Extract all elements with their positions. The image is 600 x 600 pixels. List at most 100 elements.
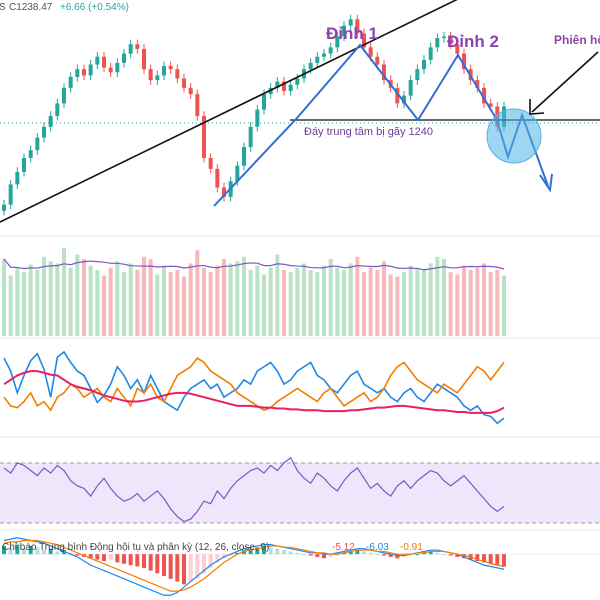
- macd-histogram-bar: [388, 554, 393, 557]
- volume-bar: [102, 275, 106, 336]
- candle-body: [35, 137, 40, 151]
- volume-bar: [82, 259, 86, 336]
- candle-body: [368, 47, 373, 57]
- macd-histogram-bar: [475, 554, 480, 562]
- label-neckline: Đáy trung tâm bị gãy 1240: [304, 126, 433, 138]
- pattern-arrow-head: [539, 173, 553, 193]
- volume-bar: [142, 256, 146, 336]
- candle-body: [315, 56, 320, 63]
- macd-histogram-bar: [142, 554, 146, 568]
- candle-body: [288, 84, 293, 91]
- macd-histogram-bar: [48, 548, 53, 555]
- macd-histogram-bar: [28, 545, 33, 555]
- candle-body: [402, 95, 406, 104]
- macd-histogram-bar: [155, 554, 160, 574]
- candle-body: [195, 94, 200, 116]
- macd-histogram-bar: [495, 554, 500, 566]
- candle-body: [122, 53, 126, 63]
- macd-histogram-bar: [128, 554, 133, 566]
- candle-body: [462, 53, 466, 70]
- macd-histogram-bar: [482, 554, 486, 563]
- candle-body: [68, 76, 73, 88]
- macd-value: -6.03: [366, 542, 389, 553]
- macd-histogram-bar: [148, 554, 153, 571]
- candle-body: [442, 36, 446, 39]
- volume-bar: [168, 272, 173, 336]
- candle-body: [162, 66, 166, 76]
- volume-bar: [282, 270, 286, 336]
- macd-histogram-bar: [68, 552, 73, 555]
- breakdown-highlight: [486, 108, 542, 164]
- candle-body: [375, 56, 380, 65]
- macd-histogram-bar: [62, 550, 66, 555]
- macd-histogram-bar: [182, 554, 186, 585]
- candle-body: [328, 47, 333, 54]
- candle-body: [282, 81, 286, 91]
- volume-bar: [495, 270, 500, 336]
- candle-body: [408, 80, 413, 96]
- candle-body: [75, 69, 80, 77]
- macd-histogram-bar: [255, 547, 260, 555]
- macd-histogram-bar: [95, 554, 100, 560]
- macd-histogram-bar: [342, 552, 346, 555]
- candle-body: [308, 62, 313, 70]
- macd-histogram-bar: [428, 551, 433, 555]
- volume-bar: [255, 265, 260, 336]
- volume-bar: [68, 267, 73, 336]
- macd-line: [3, 537, 505, 596]
- macd-signal-value: -0.91: [400, 542, 423, 553]
- candle-body: [188, 87, 193, 95]
- volume-bar: [162, 265, 166, 336]
- macd-histogram-bar: [75, 554, 80, 556]
- macd-histogram-bar: [415, 554, 420, 556]
- macd-histogram-bar: [22, 548, 26, 555]
- candle-body: [448, 36, 453, 45]
- candle-body: [208, 157, 213, 169]
- macd-histogram-bar: [295, 552, 300, 555]
- candle-body: [202, 115, 206, 158]
- candle-body: [15, 171, 20, 185]
- volume-bar: [315, 272, 320, 336]
- macd-title: Chỉ báo Trung bình Động hội tụ và phân k…: [2, 541, 269, 553]
- volume-bar: [228, 263, 233, 336]
- volume-bar: [462, 265, 466, 336]
- candle-body: [95, 56, 100, 65]
- candles: [2, 14, 506, 216]
- volume-bar: [502, 275, 506, 336]
- candle-body: [128, 44, 133, 54]
- volume-bar: [368, 267, 373, 336]
- macd-histogram-bar: [282, 550, 286, 555]
- macd-histogram-bar: [42, 550, 46, 555]
- macd-histogram-bar: [455, 554, 460, 557]
- volume-bar: [28, 264, 33, 336]
- volume-bar: [402, 272, 406, 336]
- label-session: Phiên hô: [554, 33, 600, 47]
- rsi-line: [3, 456, 505, 523]
- rsi-band: [0, 463, 600, 523]
- candle-body: [115, 62, 120, 73]
- volume-bar: [95, 270, 100, 336]
- candle-body: [322, 53, 326, 57]
- candle-body: [42, 126, 46, 138]
- macd-histogram-bar: [188, 554, 193, 582]
- close-price: C1238.47: [9, 2, 53, 13]
- candle-body: [348, 19, 353, 26]
- macd-histogram-bar: [215, 554, 220, 563]
- volume-bar: [415, 267, 420, 336]
- macd-histogram-bar: [208, 554, 213, 568]
- candle-body: [108, 67, 113, 73]
- macd-histogram-bar: [262, 545, 266, 555]
- volume-bar: [395, 276, 400, 336]
- volume-bar: [2, 259, 6, 336]
- candle-body: [248, 126, 253, 148]
- macd-histogram-bar: [315, 554, 320, 557]
- macd-histogram-bar: [448, 554, 453, 556]
- volume-bar: [348, 263, 353, 336]
- candle-body: [415, 69, 420, 81]
- candle-body: [342, 25, 346, 37]
- candle-body: [428, 47, 433, 60]
- candle-body: [422, 59, 426, 70]
- macd-histogram-bar: [175, 554, 180, 582]
- macd-signal-line: [3, 539, 505, 592]
- volume-bar: [288, 272, 293, 336]
